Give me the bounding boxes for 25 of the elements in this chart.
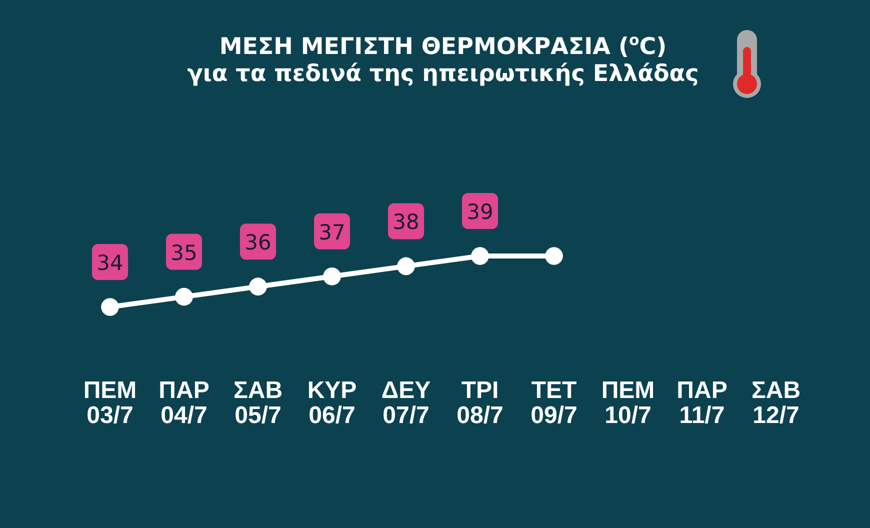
data-label: 34	[96, 251, 124, 275]
x-tick-label: ΠΕΜ 03/7	[83, 377, 137, 429]
x-tick-label: ΔΕΥ 07/7	[381, 377, 431, 429]
point	[471, 247, 489, 265]
data-label: 35	[170, 240, 198, 265]
x-tick-label: ΣΑΒ 12/7	[751, 377, 801, 429]
point	[397, 257, 415, 276]
data-label: 36	[244, 230, 272, 255]
x-tick-label: ΤΕΤ 09/7	[530, 377, 578, 429]
x-tick-label: ΤΡΙ 08/7	[456, 377, 504, 429]
x-tick-label: ΚΥΡ 06/7	[307, 377, 357, 429]
point	[249, 278, 267, 296]
data-label: 38	[392, 210, 420, 234]
chart-subtitle: για τα πεδινά της ηπειρωτικής Ελλάδας	[187, 61, 699, 87]
chart-title: ΜΕΣΗ ΜΕΓΙΣΤΗ ΘΕΡΜΟΚΡΑΣΙΑ ($^{o}$C)	[219, 31, 667, 60]
x-tick-label: ΣΑΒ 05/7	[233, 377, 283, 429]
x-tick-label: ΠΕΜ 10/7	[601, 377, 655, 429]
point	[101, 298, 119, 316]
point	[175, 288, 193, 306]
point	[323, 267, 341, 286]
data-label: 37	[318, 220, 346, 244]
point	[545, 247, 563, 265]
data-label: 39	[466, 200, 494, 224]
x-tick-label: ΠΑΡ 11/7	[676, 377, 728, 429]
x-tick-label: ΠΑΡ 04/7	[158, 377, 210, 429]
